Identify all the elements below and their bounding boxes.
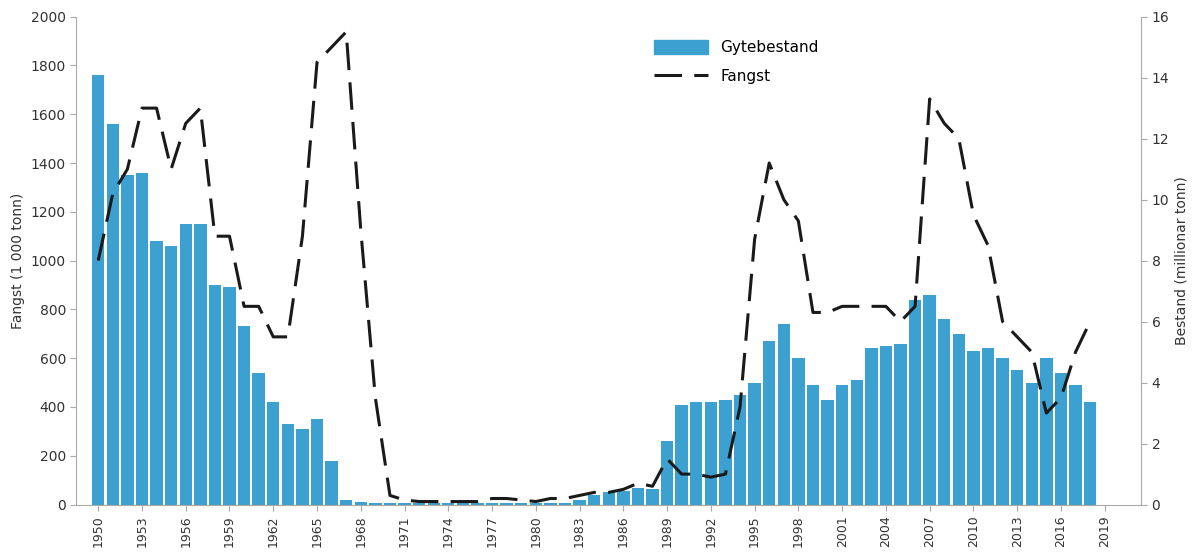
- Bar: [617, 491, 630, 504]
- Bar: [676, 405, 688, 504]
- Bar: [953, 334, 965, 504]
- Bar: [427, 503, 440, 504]
- Bar: [282, 424, 294, 504]
- Bar: [252, 373, 265, 504]
- Bar: [486, 503, 498, 504]
- Bar: [749, 383, 761, 504]
- Bar: [1069, 385, 1081, 504]
- Bar: [296, 429, 308, 504]
- Bar: [734, 395, 746, 504]
- Bar: [1055, 373, 1067, 504]
- Bar: [529, 503, 542, 504]
- Bar: [457, 503, 469, 504]
- Bar: [107, 124, 119, 504]
- Legend: Gytebestand, Fangst: Gytebestand, Fangst: [648, 34, 824, 90]
- Bar: [1040, 358, 1052, 504]
- Bar: [851, 380, 863, 504]
- Bar: [908, 300, 922, 504]
- Bar: [354, 502, 367, 504]
- Bar: [996, 358, 1009, 504]
- Bar: [413, 503, 425, 504]
- Bar: [631, 488, 644, 504]
- Bar: [472, 503, 484, 504]
- Bar: [92, 75, 104, 504]
- Bar: [661, 441, 673, 504]
- Bar: [763, 341, 775, 504]
- Bar: [500, 503, 512, 504]
- Bar: [398, 503, 410, 504]
- Bar: [340, 500, 353, 504]
- Bar: [545, 503, 557, 504]
- Bar: [938, 319, 950, 504]
- Bar: [880, 346, 892, 504]
- Bar: [982, 348, 995, 504]
- Bar: [704, 402, 718, 504]
- Bar: [1026, 383, 1038, 504]
- Bar: [778, 324, 790, 504]
- Bar: [121, 175, 133, 504]
- Y-axis label: Fangst (1 000 tonn): Fangst (1 000 tonn): [11, 193, 25, 329]
- Bar: [719, 400, 732, 504]
- Bar: [370, 503, 382, 504]
- Bar: [136, 173, 148, 504]
- Bar: [967, 351, 979, 504]
- Bar: [515, 503, 528, 504]
- Bar: [1084, 402, 1097, 504]
- Bar: [442, 503, 455, 504]
- Bar: [384, 503, 396, 504]
- Bar: [238, 326, 251, 504]
- Bar: [268, 402, 280, 504]
- Bar: [311, 419, 323, 504]
- Bar: [806, 385, 820, 504]
- Bar: [894, 344, 907, 504]
- Bar: [164, 246, 178, 504]
- Bar: [865, 348, 877, 504]
- Bar: [602, 492, 614, 504]
- Bar: [588, 495, 600, 504]
- Bar: [792, 358, 804, 504]
- Bar: [836, 385, 848, 504]
- Y-axis label: Bestand (millionar tonn): Bestand (millionar tonn): [1175, 176, 1189, 345]
- Bar: [647, 489, 659, 504]
- Bar: [325, 461, 338, 504]
- Bar: [180, 224, 192, 504]
- Bar: [223, 287, 235, 504]
- Bar: [559, 503, 571, 504]
- Bar: [690, 402, 702, 504]
- Bar: [1010, 371, 1024, 504]
- Bar: [924, 295, 936, 504]
- Bar: [821, 400, 834, 504]
- Bar: [209, 285, 221, 504]
- Bar: [150, 241, 163, 504]
- Bar: [574, 500, 586, 504]
- Bar: [194, 224, 206, 504]
